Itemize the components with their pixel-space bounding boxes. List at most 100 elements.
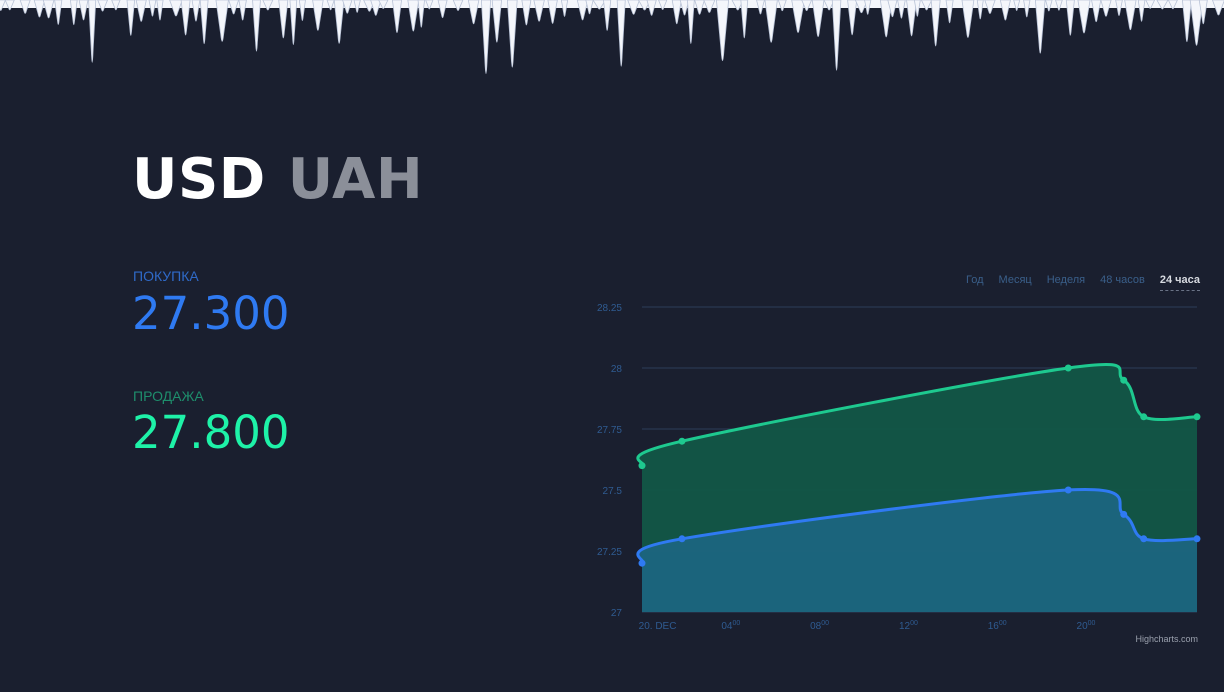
icicle (1145, 0, 1156, 9)
icicle (1212, 0, 1224, 16)
icicle (392, 0, 402, 34)
sell-data-point[interactable] (1193, 413, 1201, 421)
range-24h-button[interactable]: 24 часа (1159, 274, 1200, 291)
icicle (1023, 0, 1031, 18)
icicle (521, 0, 532, 26)
icicle (906, 0, 918, 37)
icicle (199, 0, 209, 45)
y-tick-label: 28 (611, 364, 623, 375)
icicle (831, 0, 842, 71)
sell-data-point[interactable] (638, 462, 646, 470)
sell-label: ПРОДАЖА (133, 388, 204, 404)
icicle (289, 0, 298, 45)
icicle (585, 0, 594, 15)
icicle (312, 0, 324, 31)
quote-currency: UAH (287, 147, 424, 212)
buy-data-point[interactable] (678, 535, 686, 543)
icicle (1198, 0, 1208, 25)
icicle (1065, 0, 1075, 36)
buy-data-point[interactable] (1064, 486, 1072, 494)
icicle (930, 0, 941, 47)
icicle (576, 0, 589, 21)
icicle (78, 0, 89, 21)
icicle (533, 0, 545, 22)
icicle (298, 0, 306, 21)
icicle (1182, 0, 1192, 43)
chart-credit[interactable]: Highcharts.com (1135, 634, 1198, 644)
icicle (1189, 0, 1204, 46)
icicle (984, 0, 996, 14)
icicle (1077, 0, 1091, 34)
icicle (646, 0, 657, 16)
icicle (603, 0, 612, 31)
icicle (897, 0, 906, 19)
icicle (228, 0, 239, 15)
icicle (491, 0, 503, 43)
range-week-button[interactable]: Неделя (1046, 274, 1086, 286)
icicle (961, 0, 975, 39)
buy-data-point[interactable] (1120, 510, 1128, 518)
icicle (1167, 0, 1178, 10)
x-tick-label: 1200 (899, 620, 918, 632)
buy-series-area (637, 489, 1197, 612)
icicle (703, 0, 716, 13)
icicle (864, 0, 872, 15)
icicle (945, 0, 954, 24)
icicle (363, 0, 376, 12)
range-48h-button[interactable]: 48 часов (1100, 274, 1145, 286)
icicle (278, 0, 289, 39)
icicle (437, 0, 448, 19)
y-tick-label: 27 (611, 608, 623, 619)
sell-data-point[interactable] (678, 437, 686, 445)
icicle (847, 0, 858, 36)
icicle (262, 0, 274, 11)
sell-data-point[interactable] (1120, 376, 1128, 384)
base-currency: USD (132, 147, 266, 212)
icicle (592, 0, 607, 10)
icicle (823, 0, 835, 11)
icicle (467, 0, 480, 25)
icicle (353, 0, 361, 13)
buy-data-point[interactable] (1140, 535, 1148, 543)
exchange-rate-chart: 27 27.25 27.5 27.75 28 28.25 20. DEC 0400 0800 12… (597, 303, 1201, 644)
range-year-button[interactable]: Год (966, 274, 984, 286)
icicle (879, 0, 893, 38)
icicle (976, 0, 984, 20)
x-tick-label: 0400 (721, 620, 740, 632)
icicle (135, 0, 147, 22)
buy-label: ПОКУПКА (133, 268, 199, 284)
icicle (920, 0, 933, 11)
icicle (616, 0, 626, 67)
icicles-decoration (0, 0, 1224, 74)
buy-data-point[interactable] (1193, 535, 1201, 543)
currency-pair-title: USD UAH (132, 140, 423, 220)
icicle (811, 0, 825, 38)
icicle (370, 0, 382, 16)
icicle (1045, 0, 1053, 12)
sell-rate-value: 27.800 (132, 406, 290, 459)
icicle (560, 0, 569, 17)
sell-data-point[interactable] (1140, 413, 1148, 421)
icicle (687, 0, 695, 44)
icicle (378, 0, 389, 10)
buy-data-point[interactable] (638, 559, 646, 567)
icicle (215, 0, 229, 42)
icicle (1100, 0, 1112, 17)
x-tick-label: 2000 (1077, 620, 1096, 632)
icicle (4, 0, 15, 11)
range-month-button[interactable]: Месяц (998, 274, 1032, 286)
icicle (716, 0, 730, 62)
icicle (42, 0, 55, 19)
icicle (658, 0, 668, 10)
icicle (679, 0, 690, 16)
buy-rate-value: 27.300 (132, 287, 290, 340)
icicle (694, 0, 705, 15)
icicle (111, 0, 121, 11)
icicle (0, 0, 6, 11)
icicle (33, 0, 46, 18)
icicle (326, 0, 335, 11)
icicle (913, 0, 921, 17)
sell-data-point[interactable] (1064, 364, 1072, 372)
icicle (740, 0, 749, 39)
icicle (1156, 0, 1169, 10)
